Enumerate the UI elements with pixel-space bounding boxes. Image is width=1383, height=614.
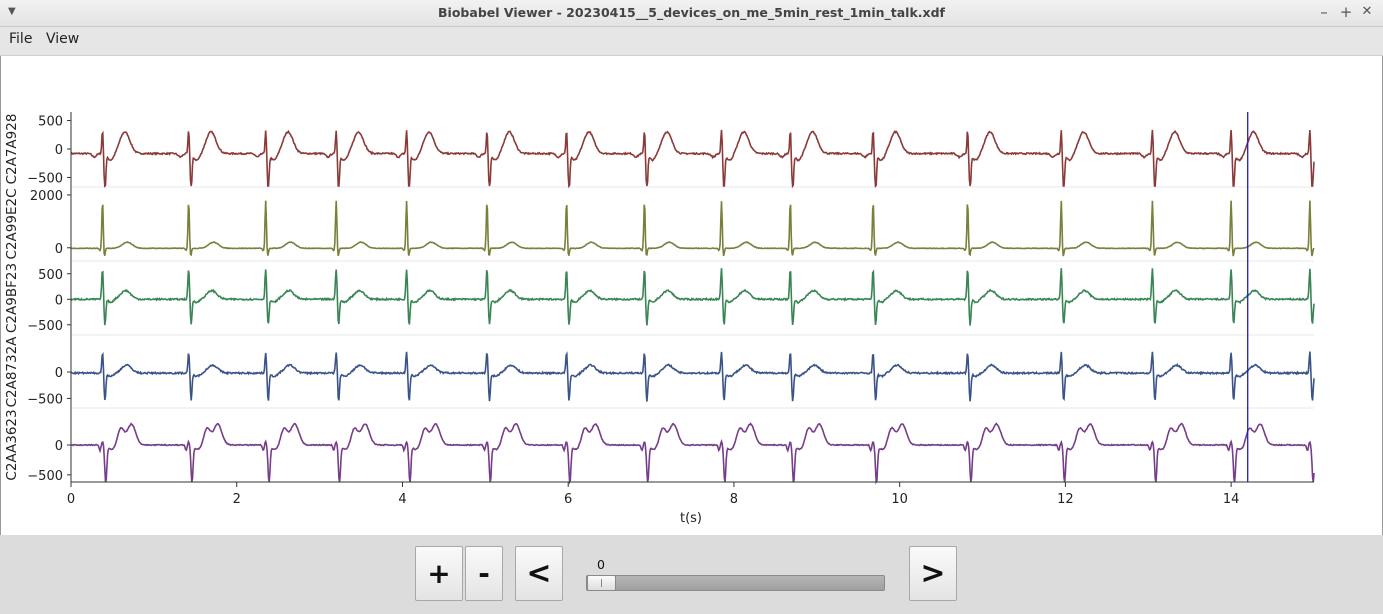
- plot-area[interactable]: 500 0 −500 C2A7A928 2000 0 C2A99E2C 500 0 −500 C2A…: [0, 56, 1383, 535]
- window-title: Biobabel Viewer - 20230415__5_devices_on…: [438, 5, 945, 20]
- ecg-multichannel-chart[interactable]: 5000−500C2A7A92820000C2A99E2C5000−500C2A…: [1, 56, 1382, 535]
- y-tick-label: 0: [55, 143, 63, 158]
- y-tick-label: −500: [27, 392, 63, 407]
- y-tick-label: −500: [27, 469, 63, 484]
- y-tick-label: 500: [38, 268, 63, 283]
- x-tick-label: 8: [730, 492, 738, 507]
- x-axis-label: t(s): [680, 511, 702, 526]
- trace-C2AA3623: [70, 422, 1315, 485]
- zoom-in-button[interactable]: +: [415, 546, 463, 601]
- time-slider-handle[interactable]: [587, 575, 616, 591]
- channel-label: C2AA3623: [4, 409, 20, 480]
- y-tick-label: 0: [55, 366, 63, 381]
- x-tick-label: 10: [891, 492, 908, 507]
- title-bar: ▼ Biobabel Viewer - 20230415__5_devices_…: [0, 0, 1383, 27]
- y-tick-label: 0: [55, 439, 63, 454]
- trace-C2A99E2C: [70, 200, 1315, 257]
- trace-C2A8732A: [70, 351, 1315, 402]
- y-tick-label: −500: [27, 171, 63, 186]
- channel-label: C2A99E2C: [4, 189, 20, 260]
- y-tick-label: 2000: [30, 189, 63, 204]
- x-tick-label: 4: [398, 492, 406, 507]
- channel-label: C2A8732A: [4, 336, 20, 408]
- time-slider-track[interactable]: [586, 575, 885, 591]
- close-icon[interactable]: ✕: [1361, 4, 1373, 19]
- x-tick-label: 6: [564, 492, 572, 507]
- x-tick-label: 14: [1223, 492, 1240, 507]
- menu-file[interactable]: File: [9, 31, 33, 47]
- zoom-out-button[interactable]: -: [465, 546, 503, 601]
- window-menu-icon[interactable]: ▼: [8, 6, 16, 17]
- control-bar: + - < 0 >: [0, 535, 1383, 614]
- previous-button[interactable]: <: [515, 546, 563, 601]
- channel-label: C2A7A928: [4, 114, 20, 185]
- y-tick-label: 0: [55, 293, 63, 308]
- trace-C2A9BF23: [70, 268, 1315, 326]
- maximize-icon[interactable]: +: [1339, 3, 1353, 21]
- x-tick-label: 12: [1057, 492, 1074, 507]
- x-tick-label: 2: [233, 492, 241, 507]
- x-tick-label: 0: [67, 492, 75, 507]
- y-tick-label: −500: [27, 319, 63, 334]
- next-button[interactable]: >: [909, 546, 957, 601]
- y-tick-label: 500: [38, 115, 63, 130]
- menu-bar: File View: [0, 27, 1383, 56]
- y-tick-label: 0: [55, 242, 63, 257]
- trace-C2A7A928: [70, 129, 1315, 189]
- minimize-icon[interactable]: –: [1320, 3, 1328, 21]
- menu-view[interactable]: View: [46, 31, 80, 47]
- slider-value-label: 0: [597, 557, 605, 572]
- channel-label: C2A9BF23: [4, 263, 20, 333]
